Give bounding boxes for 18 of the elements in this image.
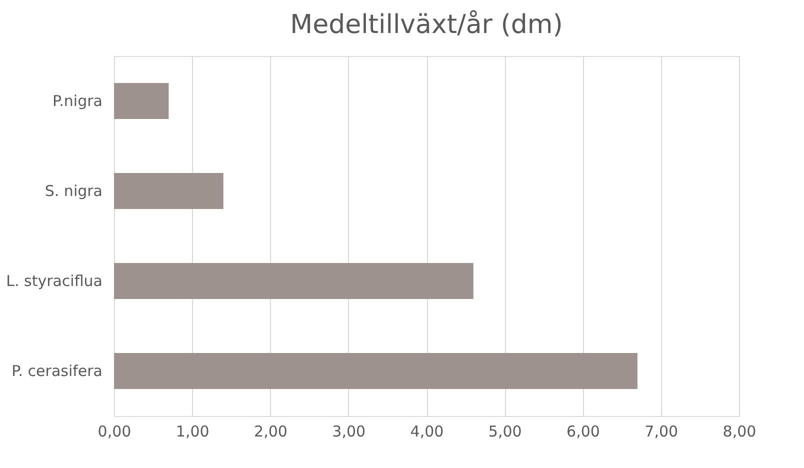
y-tick-label: S. nigra (44, 182, 102, 200)
bar (114, 353, 638, 389)
x-tick-label: 2,00 (254, 422, 288, 440)
bar (114, 173, 224, 209)
x-tick-label: 0,00 (98, 422, 132, 440)
x-tick-label: 8,00 (722, 422, 756, 440)
x-tick-label: 3,00 (332, 422, 366, 440)
x-tick-label: 6,00 (566, 422, 600, 440)
bar (114, 83, 169, 119)
x-tick-label: 5,00 (488, 422, 522, 440)
y-tick-label: L. styraciflua (6, 272, 102, 290)
y-tick-label: P. cerasifera (12, 362, 102, 380)
x-tick-label: 4,00 (410, 422, 444, 440)
chart-title: Medeltillväxt/år (dm) (290, 10, 563, 40)
bar (114, 263, 474, 299)
x-tick-label: 1,00 (176, 422, 210, 440)
x-tick-label: 7,00 (644, 422, 678, 440)
y-tick-label: P.nigra (52, 92, 102, 110)
